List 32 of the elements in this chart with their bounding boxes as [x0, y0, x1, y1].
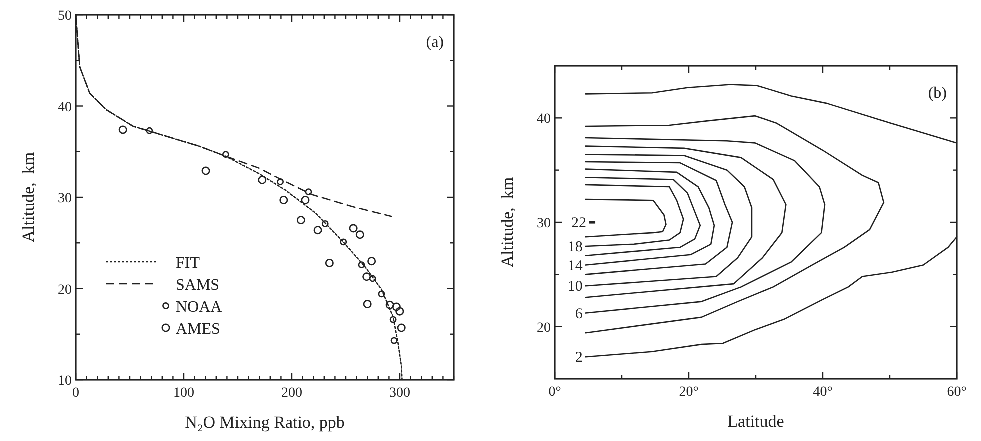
x-tick-label: 0°	[548, 385, 562, 400]
x-axis-title: Latitude	[728, 412, 784, 431]
y-tick-label: 20	[537, 320, 551, 336]
x-tick-label: 20°	[679, 385, 699, 400]
y-tick-label: 20	[58, 282, 72, 298]
series-label: 2	[575, 350, 583, 366]
legend-label: NOAA	[176, 299, 223, 316]
legend-label: FIT	[176, 255, 200, 272]
y-tick-label: 30	[537, 216, 551, 232]
series-label: 18	[568, 239, 583, 256]
x-tick-label: 40°	[813, 385, 833, 400]
annotation: (b)	[928, 85, 947, 102]
y-tick-label: 40	[58, 100, 72, 116]
x-tick-label: 300	[390, 386, 410, 401]
y-axis-title: Altitude, km	[19, 152, 38, 243]
series-label: 14	[568, 258, 584, 274]
annotation: (a)	[426, 34, 444, 51]
x-axis-title: N₂O Mixing Ratio, ppb	[185, 413, 345, 432]
series-label: 10	[568, 279, 583, 296]
y-tick-label: 40	[537, 112, 551, 128]
x-tick-label: 100	[174, 386, 194, 401]
x-tick-label: 200	[282, 386, 302, 401]
series-label: 22	[572, 216, 587, 232]
legend-label: SAMS	[176, 277, 220, 294]
x-tick-label: 60°	[947, 385, 967, 400]
x-tick-label: 0	[72, 386, 80, 401]
legend-label: AMES	[176, 321, 220, 338]
y-tick-label: 10	[58, 374, 72, 389]
series-label: 6	[575, 306, 584, 322]
y-tick-label: 50	[58, 9, 72, 24]
y-tick-label: 30	[58, 192, 72, 206]
y-axis-title: Altitude, km	[498, 177, 517, 268]
